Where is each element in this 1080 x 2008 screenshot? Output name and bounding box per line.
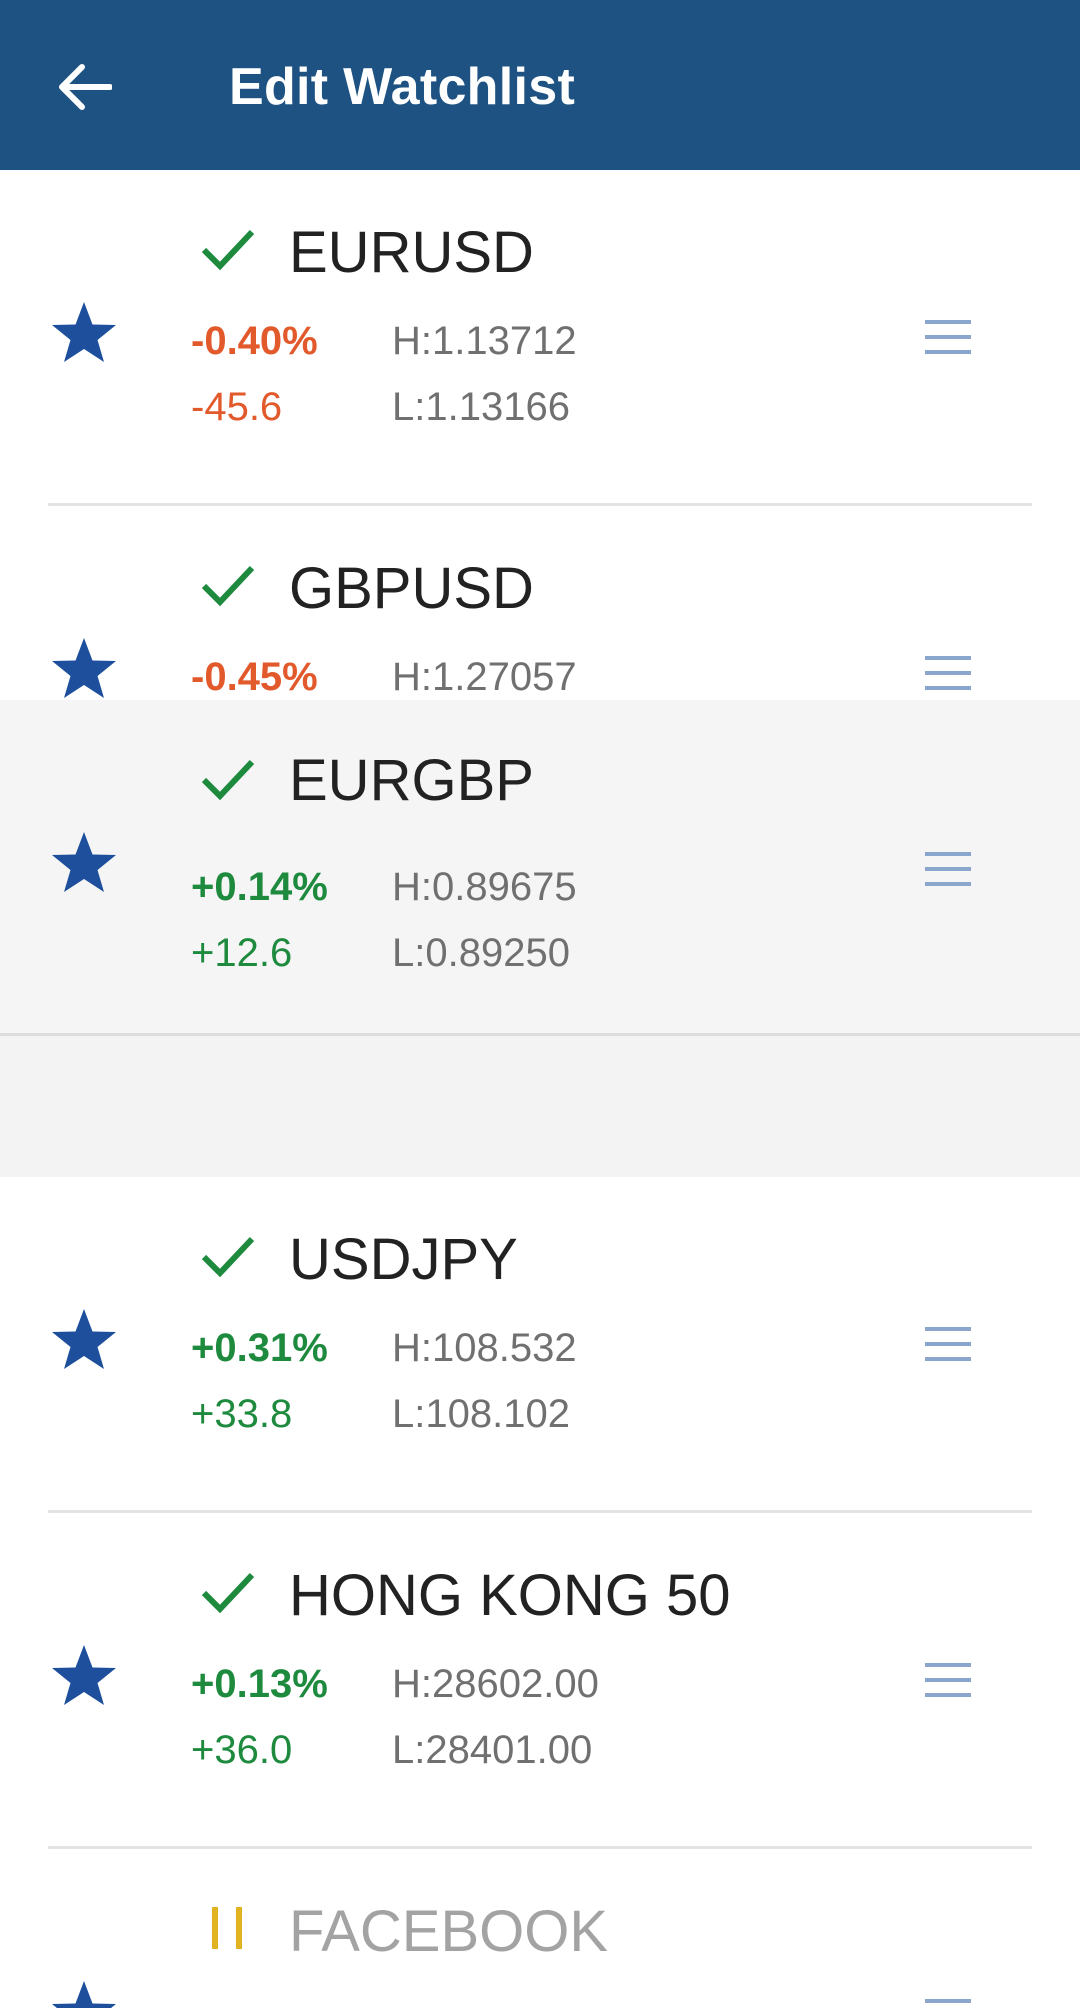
- star-icon[interactable]: [50, 636, 118, 700]
- row-divider: [48, 1846, 1032, 1849]
- percent-change: +0.13%: [191, 1662, 328, 1706]
- symbol-name: FACEBOOK: [289, 1899, 609, 1964]
- app-bar: Edit Watchlist: [0, 0, 1080, 170]
- point-change: -45.6: [191, 385, 283, 429]
- low-value: L:1.13166: [392, 385, 570, 429]
- check-icon: [201, 565, 255, 607]
- star-icon[interactable]: [50, 1643, 118, 1707]
- check-icon: [201, 759, 255, 801]
- watchlist-row[interactable]: EURUSD -0.40% -45.6 H:1.13712 L:1.13166: [0, 170, 1080, 506]
- star-icon[interactable]: [50, 1307, 118, 1371]
- star-icon[interactable]: [50, 830, 118, 894]
- percent-change: -0.40%: [191, 319, 318, 363]
- watchlist-row[interactable]: GBPUSD -0.45% H:1.27057: [0, 506, 1080, 700]
- low-value: L:28401.00: [392, 1728, 593, 1772]
- drag-handle-icon[interactable]: [925, 318, 971, 356]
- arrow-back-icon[interactable]: [56, 62, 112, 112]
- page-title: Edit Watchlist: [229, 58, 576, 116]
- row-divider: [48, 503, 1032, 506]
- watchlist-row[interactable]: HONG KONG 50 +0.13% +36.0 H:28602.00 L:2…: [0, 1513, 1080, 1849]
- drag-shadow: [0, 1033, 1080, 1036]
- drag-handle-icon[interactable]: [925, 850, 971, 888]
- percent-change: +0.14%: [191, 865, 328, 909]
- symbol-name: GBPUSD: [289, 556, 534, 621]
- high-value: H:1.27057: [392, 655, 577, 699]
- watchlist-row-dragging[interactable]: EURGBP +0.14% +12.6 H:0.89675 L:0.89250: [0, 700, 1080, 1034]
- point-change: +12.6: [191, 931, 293, 975]
- low-value: L:0.89250: [392, 931, 570, 975]
- symbol-name: EURGBP: [289, 748, 534, 813]
- point-change: +33.8: [191, 1392, 293, 1436]
- star-icon[interactable]: [50, 1979, 118, 2008]
- watchlist-row[interactable]: USDJPY +0.31% +33.8 H:108.532 L:108.102: [0, 1177, 1080, 1513]
- percent-change: -0.45%: [191, 655, 318, 699]
- check-icon: [201, 1236, 255, 1278]
- point-change: +36.0: [191, 1728, 293, 1772]
- drop-placeholder: [0, 1034, 1080, 1178]
- symbol-name: HONG KONG 50: [289, 1563, 731, 1628]
- row-divider: [48, 1510, 1032, 1513]
- drag-handle-icon[interactable]: [925, 1325, 971, 1363]
- drag-handle-icon[interactable]: [925, 654, 971, 692]
- high-value: H:0.89675: [392, 865, 577, 909]
- pause-icon: [212, 1907, 242, 1949]
- drag-handle-icon[interactable]: [925, 1661, 971, 1699]
- low-value: L:108.102: [392, 1392, 570, 1436]
- check-icon: [201, 229, 255, 271]
- drag-handle-icon[interactable]: [925, 1997, 971, 2008]
- check-icon: [201, 1572, 255, 1614]
- watchlist-row[interactable]: FACEBOOK: [0, 1849, 1080, 2008]
- symbol-name: EURUSD: [289, 220, 534, 285]
- high-value: H:28602.00: [392, 1662, 599, 1706]
- percent-change: +0.31%: [191, 1326, 328, 1370]
- star-icon[interactable]: [50, 300, 118, 364]
- high-value: H:1.13712: [392, 319, 577, 363]
- symbol-name: USDJPY: [289, 1227, 518, 1292]
- high-value: H:108.532: [392, 1326, 577, 1370]
